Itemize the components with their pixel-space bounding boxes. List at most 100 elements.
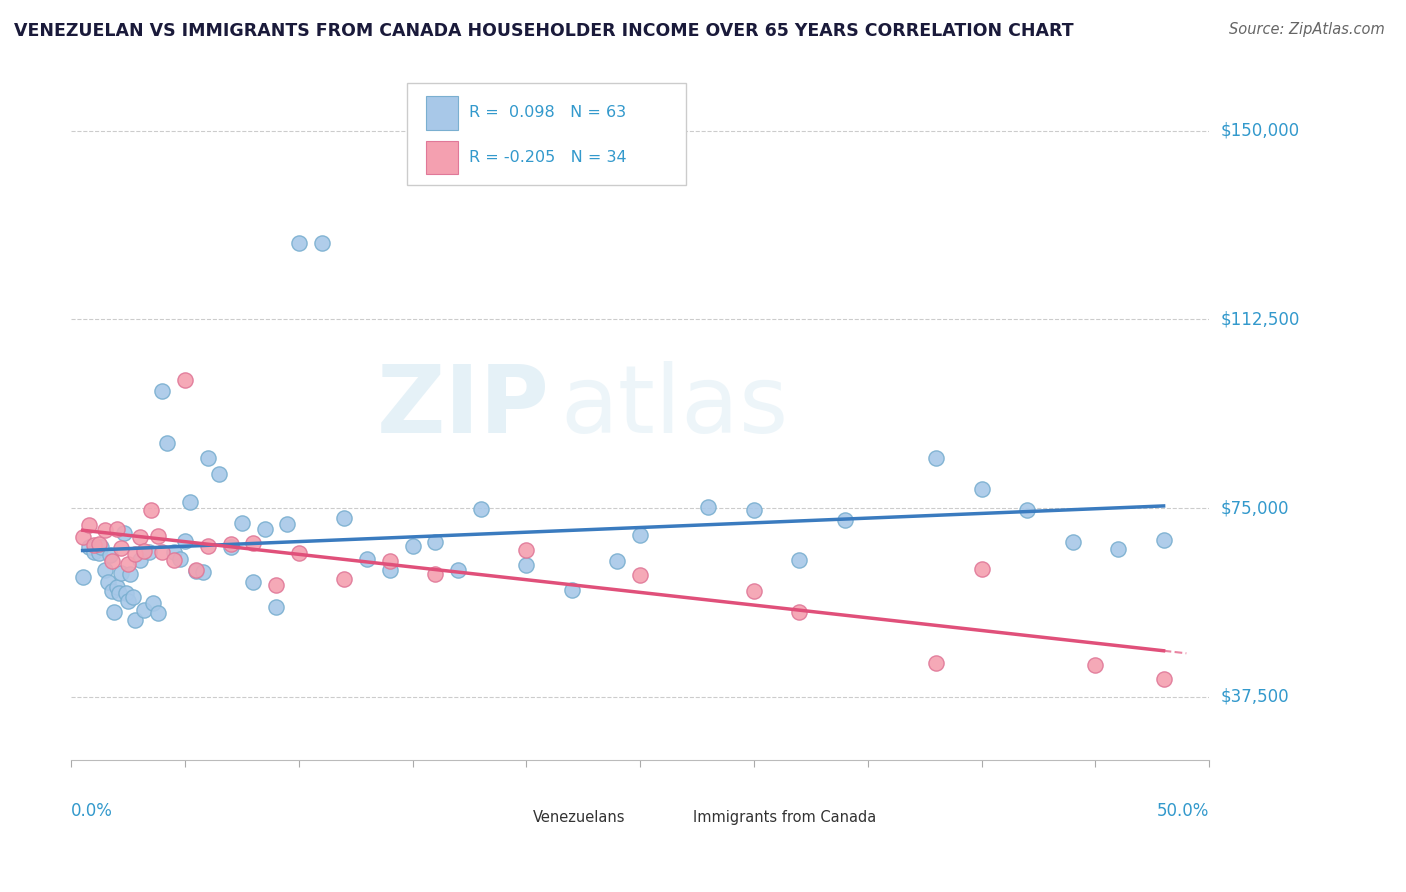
Point: [105, 580, 128, 594]
Text: 50.0%: 50.0%: [1157, 802, 1209, 820]
Point: [470, 501, 492, 516]
Text: VENEZUELAN VS IMMIGRANTS FROM CANADA HOUSEHOLDER INCOME OVER 65 YEARS CORRELATIO: VENEZUELAN VS IMMIGRANTS FROM CANADA HOU…: [14, 22, 1074, 40]
Point: [132, 543, 155, 558]
Point: [101, 584, 124, 599]
Point: [219, 541, 242, 555]
Point: [242, 574, 264, 589]
Point: [425, 534, 447, 549]
Point: [425, 567, 447, 582]
Point: [742, 584, 765, 599]
Point: [264, 577, 287, 591]
Point: [264, 599, 287, 614]
Point: [150, 384, 173, 398]
Point: [156, 436, 179, 450]
Text: R =  0.098   N = 63: R = 0.098 N = 63: [470, 105, 627, 120]
Point: [87, 546, 110, 560]
Point: [138, 545, 160, 559]
Point: [112, 525, 135, 540]
Point: [311, 236, 333, 251]
Point: [1107, 541, 1129, 556]
Text: 0.0%: 0.0%: [72, 802, 112, 820]
Point: [174, 373, 197, 387]
Point: [132, 603, 155, 617]
Point: [90, 540, 112, 554]
Point: [356, 551, 378, 566]
Point: [742, 503, 765, 517]
Text: Venezuelans: Venezuelans: [533, 810, 626, 825]
FancyBboxPatch shape: [406, 83, 686, 186]
FancyBboxPatch shape: [426, 141, 458, 174]
Point: [146, 606, 169, 620]
Point: [288, 546, 311, 560]
Point: [219, 537, 242, 551]
Point: [925, 656, 948, 670]
Point: [276, 516, 298, 531]
Point: [110, 541, 132, 555]
Point: [146, 529, 169, 543]
Point: [110, 566, 132, 580]
Point: [288, 236, 311, 251]
Point: [208, 467, 231, 481]
Point: [72, 570, 94, 584]
Point: [163, 553, 186, 567]
Text: ZIP: ZIP: [377, 361, 550, 453]
Text: Source: ZipAtlas.com: Source: ZipAtlas.com: [1229, 22, 1385, 37]
FancyBboxPatch shape: [503, 807, 529, 828]
Point: [121, 590, 143, 604]
Point: [128, 530, 150, 544]
Point: [94, 563, 117, 577]
Point: [98, 548, 121, 562]
Point: [561, 582, 583, 597]
Point: [1153, 672, 1175, 686]
Point: [834, 513, 856, 527]
Point: [83, 538, 105, 552]
Point: [94, 523, 117, 537]
Point: [186, 563, 208, 577]
Point: [150, 545, 173, 559]
Point: [515, 543, 537, 558]
Point: [401, 539, 423, 553]
Point: [197, 451, 219, 466]
Y-axis label: Householder Income Over 65 years: Householder Income Over 65 years: [0, 272, 7, 543]
Point: [108, 586, 131, 600]
Point: [124, 613, 146, 627]
Point: [789, 605, 811, 619]
Point: [378, 563, 401, 577]
Point: [515, 558, 537, 573]
Point: [142, 596, 165, 610]
Point: [1084, 657, 1107, 672]
Point: [197, 539, 219, 553]
Point: [925, 450, 948, 465]
Point: [179, 495, 201, 509]
Point: [253, 522, 276, 536]
Point: [970, 483, 993, 497]
Point: [447, 563, 470, 577]
Point: [101, 554, 124, 568]
Point: [83, 545, 105, 559]
FancyBboxPatch shape: [664, 807, 688, 828]
Point: [163, 544, 186, 558]
Point: [333, 572, 356, 586]
Point: [628, 568, 651, 582]
Point: [128, 553, 150, 567]
Point: [333, 511, 356, 525]
Point: [79, 540, 101, 554]
Point: [120, 566, 142, 581]
Point: [628, 527, 651, 541]
Point: [1153, 533, 1175, 547]
Point: [970, 562, 993, 576]
Point: [193, 566, 215, 580]
Point: [72, 530, 94, 544]
FancyBboxPatch shape: [426, 95, 458, 129]
Point: [124, 547, 146, 561]
Point: [231, 516, 253, 531]
Text: $37,500: $37,500: [1220, 688, 1289, 706]
Text: R = -0.205   N = 34: R = -0.205 N = 34: [470, 150, 627, 165]
Point: [87, 536, 110, 550]
Point: [117, 558, 139, 572]
Point: [103, 605, 125, 619]
Text: Immigrants from Canada: Immigrants from Canada: [693, 810, 876, 825]
Text: $112,500: $112,500: [1220, 310, 1299, 328]
Point: [606, 554, 628, 568]
Point: [97, 574, 120, 589]
